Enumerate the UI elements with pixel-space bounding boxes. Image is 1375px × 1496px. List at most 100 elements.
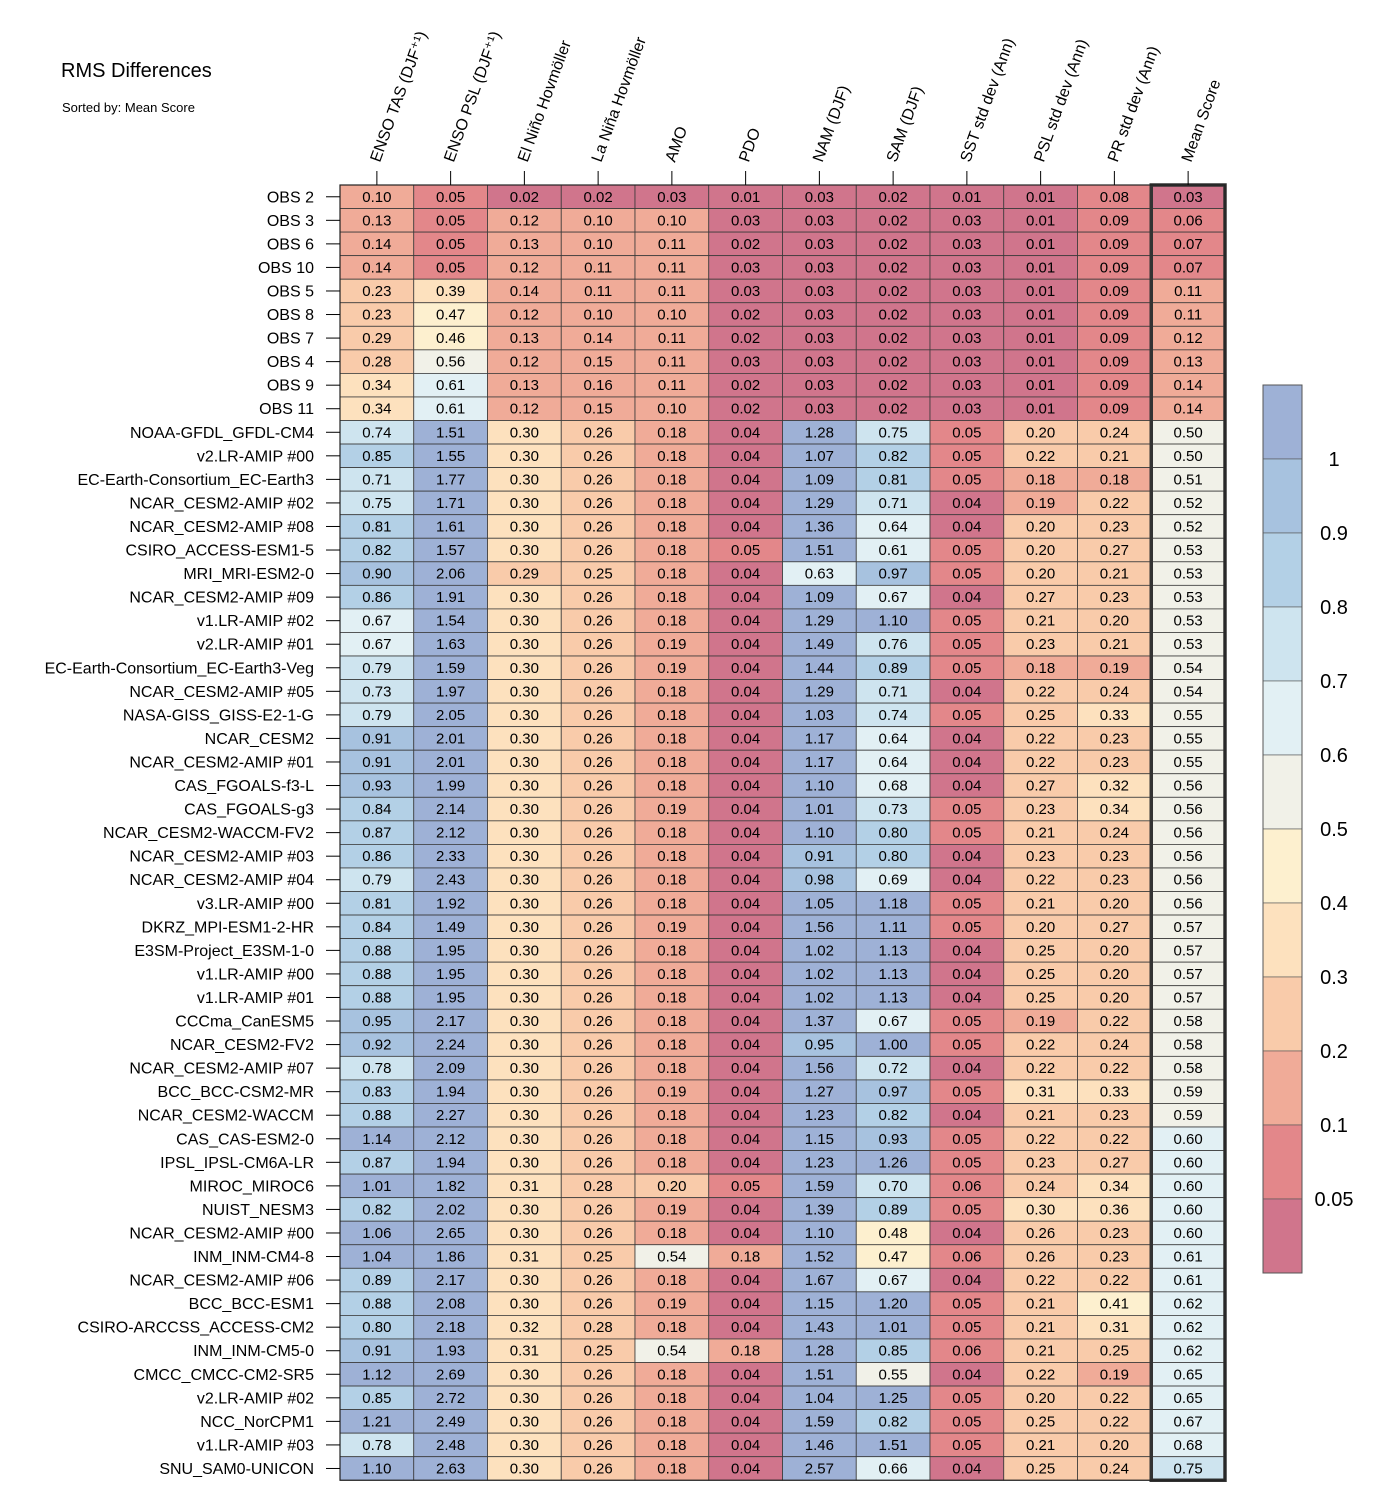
cell-value-label: 0.04: [731, 424, 760, 441]
cell-value-label: 0.92: [362, 1037, 391, 1054]
cell-value-label: 0.25: [1026, 1460, 1055, 1477]
cell-value-label: 0.04: [731, 566, 760, 583]
cell-value-label: 0.02: [731, 401, 760, 418]
row-label: v1.LR-AMIP #00: [197, 966, 314, 983]
row-label: CSIRO-ARCCSS_ACCESS-CM2: [78, 1320, 315, 1337]
cell-value-label: 0.25: [1026, 989, 1055, 1006]
cell-value-label: 1.82: [436, 1178, 465, 1195]
cell-value-label: 0.21: [1026, 613, 1055, 630]
cell-value-label: 1.57: [436, 542, 465, 559]
cell-value-label: 0.26: [584, 1131, 613, 1148]
cell-value-label: 0.95: [362, 1013, 391, 1030]
cell-value-label: 2.43: [436, 872, 465, 889]
cell-value-label: 0.19: [657, 1084, 686, 1101]
cell-value-label: 0.03: [805, 283, 834, 300]
cell-value-label: 0.02: [731, 330, 760, 347]
cell-value-label: 0.47: [879, 1249, 908, 1266]
cell-value-label: 1.77: [436, 471, 465, 488]
cell-value-label: 1.15: [805, 1131, 834, 1148]
cell-value-label: 0.27: [1100, 919, 1129, 936]
cell-value-label: 1.91: [436, 589, 465, 606]
cell-value-label: 2.08: [436, 1296, 465, 1313]
cell-value-label: 0.11: [658, 283, 686, 300]
cell-value-label: 0.26: [584, 1084, 613, 1101]
cell-value-label: 0.54: [657, 1343, 686, 1360]
cell-value-label: 0.26: [584, 1225, 613, 1242]
cell-value-label: 0.60: [1174, 1131, 1203, 1148]
cell-value-label: 0.30: [510, 1460, 539, 1477]
row-label: EC-Earth-Consortium_EC-Earth3: [77, 472, 314, 489]
row-label: SNU_SAM0-UNICON: [159, 1461, 314, 1478]
cell-value-label: 0.10: [584, 212, 613, 229]
cell-value-label: 1.18: [879, 895, 908, 912]
cell-value-label: 0.18: [657, 872, 686, 889]
colorbar-tick-label: 0.2: [1320, 1041, 1348, 1063]
cell-value-label: 0.04: [731, 754, 760, 771]
cell-value-label: 0.04: [731, 825, 760, 842]
cell-value-label: 0.22: [1026, 448, 1055, 465]
cell-value-label: 0.05: [731, 542, 760, 559]
cell-value-label: 1.61: [436, 518, 465, 535]
cell-value-label: 0.30: [510, 636, 539, 653]
column-label: NAM (DJF): [810, 83, 853, 164]
cell-value-label: 0.20: [1026, 518, 1055, 535]
cell-value-label: 0.18: [657, 825, 686, 842]
row-label: OBS 2: [267, 189, 314, 206]
cell-value-label: 0.03: [805, 259, 834, 276]
cell-value-label: 0.34: [362, 377, 391, 394]
cell-value-label: 0.24: [1100, 1037, 1129, 1054]
cell-value-label: 0.26: [584, 683, 613, 700]
cell-value-label: 0.05: [952, 636, 981, 653]
cell-value-label: 1.07: [805, 448, 834, 465]
cell-value-label: 0.87: [362, 825, 391, 842]
cell-value-label: 0.22: [1100, 1390, 1129, 1407]
cell-value-label: 0.04: [731, 1413, 760, 1430]
cell-value-label: 0.04: [731, 1319, 760, 1336]
row-label: IPSL_IPSL-CM6A-LR: [160, 1155, 314, 1172]
cell-value-label: 0.24: [1100, 825, 1129, 842]
colorbar: 1 0.9 0.8 0.7 0.6 0.5 0.4 0.3 0.2 0.1 0.05: [1262, 384, 1353, 1274]
cell-value-label: 0.88: [362, 1107, 391, 1124]
cell-value-label: 0.03: [731, 354, 760, 371]
cell-value-label: 0.21: [1100, 448, 1129, 465]
cell-value-label: 1.59: [436, 660, 465, 677]
cell-value-label: 0.09: [1100, 236, 1129, 253]
cell-value-label: 0.58: [1174, 1013, 1203, 1030]
colorbar-border: [1262, 384, 1303, 1274]
cell-value-label: 2.06: [436, 566, 465, 583]
cell-value-label: 0.09: [1100, 283, 1129, 300]
cell-value-label: 1.56: [805, 919, 834, 936]
cell-value-label: 0.19: [657, 636, 686, 653]
cell-value-label: 0.04: [952, 966, 981, 983]
cell-value-label: 0.27: [1026, 778, 1055, 795]
cell-value-label: 0.39: [436, 283, 465, 300]
cell-value-label: 0.20: [1026, 919, 1055, 936]
row-label: CSIRO_ACCESS-ESM1-5: [126, 543, 315, 560]
row-label: v1.LR-AMIP #02: [197, 613, 314, 630]
cell-value-label: 0.74: [879, 707, 908, 724]
row-label: NCAR_CESM2-AMIP #00: [129, 1225, 314, 1242]
cell-value-label: 1.71: [436, 495, 465, 512]
cell-value-label: 0.55: [1174, 707, 1203, 724]
cell-value-label: 0.21: [1100, 566, 1129, 583]
cell-value-label: 0.18: [657, 1060, 686, 1077]
cell-value-label: 0.30: [510, 919, 539, 936]
cell-value-label: 0.01: [952, 189, 981, 206]
column-label: ENSO TAS (DJF⁺¹): [368, 29, 431, 164]
cell-value-label: 0.18: [657, 1437, 686, 1454]
row-label: OBS 3: [267, 213, 314, 230]
cell-value-label: 1.43: [805, 1319, 834, 1336]
cell-value-label: 0.18: [657, 754, 686, 771]
cell-value-label: 0.05: [952, 1319, 981, 1336]
cell-value-label: 0.56: [1174, 895, 1203, 912]
cell-value-label: 0.04: [731, 1225, 760, 1242]
cell-value-label: 0.10: [362, 189, 391, 206]
cell-value-label: 0.04: [952, 1460, 981, 1477]
cell-value-label: 0.26: [584, 942, 613, 959]
colorbar-tick-label: 0.8: [1320, 597, 1348, 619]
row-label: NCAR_CESM2-AMIP #04: [129, 872, 314, 889]
cell-value-label: 0.21: [1026, 1107, 1055, 1124]
cell-value-label: 0.04: [731, 778, 760, 795]
cell-value-label: 0.19: [657, 801, 686, 818]
cell-value-label: 0.28: [584, 1319, 613, 1336]
